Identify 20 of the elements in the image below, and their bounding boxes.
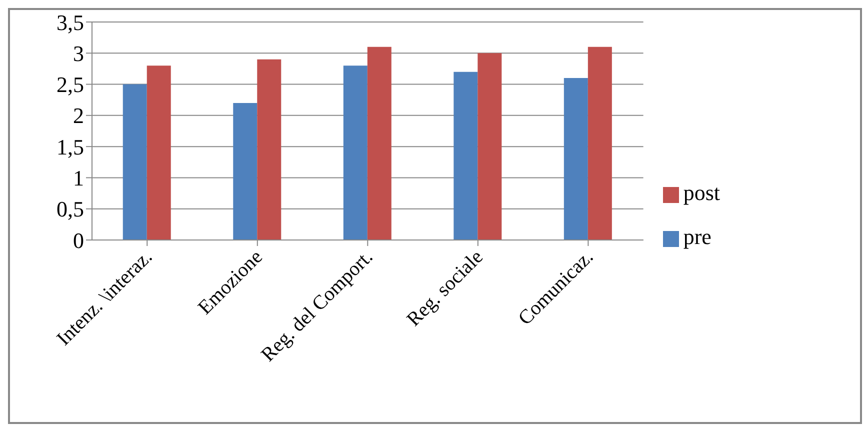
bar <box>257 59 282 240</box>
bar <box>233 102 258 240</box>
bar <box>588 46 612 240</box>
legend-label: pre <box>683 224 712 249</box>
y-tick-label: 1,5 <box>56 134 84 160</box>
bar <box>146 66 171 240</box>
y-tick-label: 3 <box>73 40 84 66</box>
y-tick-label: 3,5 <box>56 10 84 35</box>
bar <box>564 78 588 240</box>
bar <box>122 84 147 240</box>
y-tick-label: 0 <box>73 228 84 253</box>
y-tick-label: 1 <box>73 166 84 191</box>
y-tick-label: 2,5 <box>56 72 84 98</box>
y-tick-label: 0,5 <box>56 196 84 222</box>
legend-label: post <box>683 180 720 205</box>
bar <box>478 53 502 240</box>
bar <box>367 46 392 240</box>
y-tick-label: 2 <box>73 103 84 128</box>
bar <box>454 72 478 240</box>
bar <box>343 66 368 240</box>
